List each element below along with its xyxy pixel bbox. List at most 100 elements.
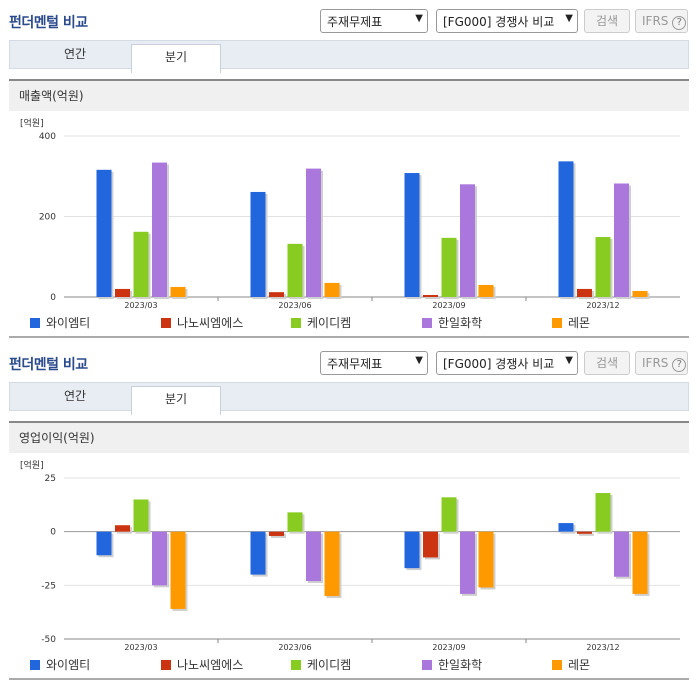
period-tabs: 연간 분기 <box>9 382 689 415</box>
bar-shadow <box>579 533 594 536</box>
bar <box>96 169 112 297</box>
bar <box>250 191 266 297</box>
period-tabs: 연간 분기 <box>9 40 689 73</box>
bar <box>595 493 611 532</box>
x-tick-label: 2023/12 <box>586 643 619 652</box>
legend-item[interactable]: 레몬 <box>552 314 590 331</box>
help-icon: ? <box>672 358 687 372</box>
bar <box>287 243 303 297</box>
bar <box>478 284 494 297</box>
y-tick-label: 25 <box>45 474 56 484</box>
bar <box>577 531 592 534</box>
legend-label: 케이디켐 <box>307 316 352 330</box>
bar <box>115 288 130 297</box>
legend-item[interactable]: 한일화학 <box>422 314 482 331</box>
legend-item[interactable]: 한일화학 <box>422 656 482 673</box>
bar <box>269 531 284 536</box>
bar <box>306 168 321 297</box>
operating-income-chart: [억원] -50 -25 0 25 2023/03 2023/06 2023/09 2023/1… <box>20 459 680 652</box>
divider <box>9 678 689 680</box>
bar <box>460 184 475 297</box>
bar <box>152 531 167 586</box>
x-tick-label: 2023/03 <box>124 643 157 652</box>
bar <box>441 497 457 532</box>
peer-select[interactable]: [FG000] 경쟁사 비교 ▼ <box>436 351 578 375</box>
legend-label: 한일화학 <box>438 658 483 672</box>
tab-quarterly[interactable]: 분기 <box>131 44 221 73</box>
x-tick-label: 2023/06 <box>278 643 311 652</box>
bar <box>404 173 420 297</box>
legend-swatch <box>422 318 432 328</box>
bar <box>460 531 475 594</box>
ifrs-button[interactable]: IFRS ? <box>635 351 688 375</box>
bar <box>152 162 167 297</box>
panel-title: 펀더멘털 비교 <box>9 357 88 373</box>
panel-title: 펀더멘털 비교 <box>9 15 88 31</box>
bar <box>632 290 648 297</box>
bar <box>269 292 284 297</box>
bar <box>441 237 457 297</box>
legend-swatch <box>552 318 562 328</box>
y-tick-label: 0 <box>50 528 56 538</box>
y-tick-label: 200 <box>39 213 56 223</box>
bar <box>404 531 420 569</box>
legend-swatch <box>30 318 40 328</box>
legend-label: 나노씨엠에스 <box>177 316 244 330</box>
legend-item[interactable]: 케이디켐 <box>291 656 351 673</box>
unit-label: [억원] <box>20 459 44 471</box>
bar <box>115 525 130 532</box>
legend-swatch <box>291 660 301 670</box>
legend-swatch <box>291 318 301 328</box>
y-tick-label: 400 <box>39 132 56 142</box>
bar <box>614 531 629 577</box>
ifrs-button[interactable]: IFRS ? <box>635 9 688 33</box>
legend-item[interactable]: 나노씨엠에스 <box>161 314 243 331</box>
legend-label: 나노씨엠에스 <box>177 658 244 672</box>
bar <box>170 531 186 609</box>
section-title: 매출액(억원) <box>9 79 689 111</box>
bar <box>133 499 149 532</box>
bar <box>250 531 266 575</box>
legend-item[interactable]: 와이엠티 <box>30 656 90 673</box>
legend-swatch <box>161 318 171 328</box>
legend-item[interactable]: 나노씨엠에스 <box>161 656 243 673</box>
tab-quarterly[interactable]: 분기 <box>131 386 221 415</box>
bar <box>423 531 438 558</box>
legend-label: 레몬 <box>568 658 591 672</box>
y-tick-label: -50 <box>41 635 56 645</box>
legend-item[interactable]: 레몬 <box>552 656 590 673</box>
help-icon: ? <box>672 16 687 30</box>
bar <box>133 231 149 297</box>
chevron-down-icon: ▼ <box>565 355 573 366</box>
legend-swatch <box>161 660 171 670</box>
panel-header: 펀더멘털 비교 주재무제표 ▼ [FG000] 경쟁사 비교 ▼ 검색 IFRS ? <box>0 0 696 40</box>
peer-select[interactable]: [FG000] 경쟁사 비교 ▼ <box>436 9 578 33</box>
statement-select[interactable]: 주재무제표 ▼ <box>320 9 428 33</box>
search-button[interactable]: 검색 <box>584 9 630 33</box>
legend-label: 한일화학 <box>438 316 483 330</box>
legend-item[interactable]: 와이엠티 <box>30 314 90 331</box>
x-tick-label: 2023/03 <box>124 301 157 310</box>
bar <box>577 288 592 297</box>
x-tick-label: 2023/06 <box>278 301 311 310</box>
bar <box>96 531 112 556</box>
legend-label: 케이디켐 <box>307 658 352 672</box>
fundamental-panel-operating-income: 펀더멘털 비교 주재무제표 ▼ [FG000] 경쟁사 비교 ▼ 검색 IFRS ?… <box>0 342 696 680</box>
tab-annual[interactable]: 연간 <box>63 47 87 61</box>
tab-annual[interactable]: 연간 <box>63 389 87 403</box>
statement-select[interactable]: 주재무제표 ▼ <box>320 351 428 375</box>
bar <box>324 531 340 597</box>
unit-label: [억원] <box>20 117 44 129</box>
bar <box>423 294 438 297</box>
bar <box>614 183 629 297</box>
bar <box>595 237 611 297</box>
legend-item[interactable]: 케이디켐 <box>291 314 351 331</box>
bar <box>306 531 321 582</box>
bar <box>558 161 574 297</box>
x-tick-label: 2023/09 <box>432 301 465 310</box>
x-tick-label: 2023/12 <box>586 301 619 310</box>
search-button[interactable]: 검색 <box>584 351 630 375</box>
fundamental-panel-revenue: 펀더멘털 비교 주재무제표 ▼ [FG000] 경쟁사 비교 ▼ 검색 IFRS ?… <box>0 0 696 338</box>
bar <box>170 286 186 297</box>
chevron-down-icon: ▼ <box>415 13 423 24</box>
